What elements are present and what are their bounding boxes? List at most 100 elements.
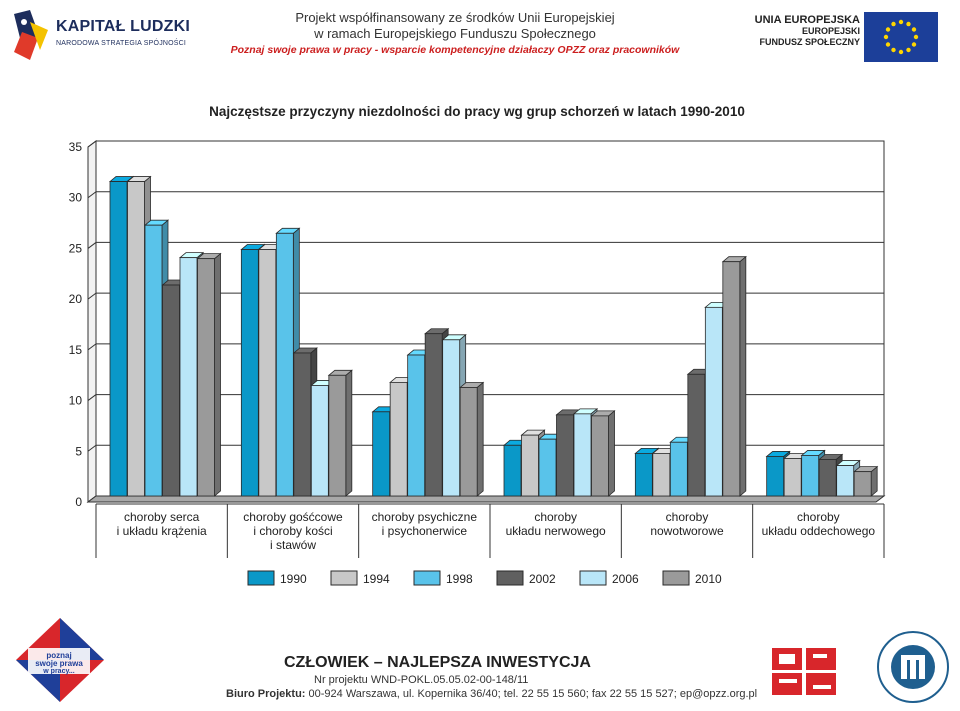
bar-2002 xyxy=(162,284,180,497)
kapital-ludzki-title: KAPITAŁ LUDZKI xyxy=(56,18,191,35)
footer-title: CZŁOWIEK – NAJLEPSZA INWESTYCJA xyxy=(284,654,591,671)
bar-chart: Najczęstsze przyczyny niezdolności do pr… xyxy=(69,104,886,586)
legend-label-2010: 2010 xyxy=(695,572,722,586)
bar-1998 xyxy=(669,441,688,497)
legend-label-1994: 1994 xyxy=(363,572,390,586)
eu-line-1: UNIA EUROPEJSKA xyxy=(754,14,860,26)
eu-star-icon xyxy=(913,34,919,40)
x-category-label: i choroby kości xyxy=(253,524,332,538)
bar-1998 xyxy=(538,438,557,497)
legend-label-2002: 2002 xyxy=(529,572,556,586)
footer-address: Biuro Projektu: 00-924 Warszawa, ul. Kop… xyxy=(226,688,757,700)
x-category-label: choroby xyxy=(797,510,840,524)
bar-1994 xyxy=(652,452,671,497)
y-tick-label: 10 xyxy=(69,394,83,408)
y-tick-label: 15 xyxy=(69,343,83,357)
bar-1990 xyxy=(240,249,259,497)
bar-2002 xyxy=(818,459,837,497)
bar-side-2010 xyxy=(214,252,221,497)
bar-1998 xyxy=(801,455,820,497)
bar-1998 xyxy=(275,232,294,497)
chart-title: Najczęstsze przyczyny niezdolności do pr… xyxy=(209,104,745,119)
bar-2010 xyxy=(722,261,741,497)
svg-text:swoje prawa: swoje prawa xyxy=(35,659,83,668)
eu-star-icon xyxy=(885,42,891,47)
x-category-label: choroby xyxy=(534,510,577,524)
gridline-side xyxy=(87,140,97,148)
eu-star-icon xyxy=(885,27,891,32)
eu-star-icon xyxy=(898,49,904,55)
gridline-side xyxy=(87,343,97,351)
bar-2010 xyxy=(591,415,609,497)
bar-2002 xyxy=(556,414,574,497)
opzz-logo xyxy=(772,648,836,695)
bar-1998 xyxy=(407,354,426,497)
eu-star-icon xyxy=(891,47,896,53)
legend-label-2006: 2006 xyxy=(612,572,639,586)
x-category-label: choroby serca xyxy=(124,510,200,524)
y-tick-label: 5 xyxy=(75,444,82,458)
eu-star-icon xyxy=(911,27,917,32)
legend-swatch-1998 xyxy=(413,570,441,586)
eu-star-icon xyxy=(906,47,911,53)
footer-address-label: Biuro Projektu: xyxy=(226,688,306,700)
bar-side-2010 xyxy=(476,381,484,497)
project-line-2: w ramach Europejskiego Funduszu Społeczn… xyxy=(314,26,596,41)
footer-project-number: Nr projektu WND-POKL.05.05.02-00-148/11 xyxy=(314,674,529,686)
plot-back-wall xyxy=(95,140,885,497)
bar-1994 xyxy=(783,458,802,497)
legend-swatch-2010 xyxy=(662,570,690,586)
plot-floor xyxy=(86,495,886,503)
header: KAPITAŁ LUDZKI NARODOWA STRATEGIA SPÓJNO… xyxy=(0,0,960,80)
footer: poznaj swoje prawa w pracy... CZŁOWIEK –… xyxy=(0,610,960,711)
pip-logo xyxy=(877,631,949,703)
bar-2006 xyxy=(573,413,592,497)
project-line-1: Projekt współfinansowany ze środków Unii… xyxy=(295,10,615,25)
eu-star-icon xyxy=(906,21,911,27)
footer-address-text: 00-924 Warszawa, ul. Kopernika 36/40; te… xyxy=(305,688,758,700)
poznaj-swoje-prawa-logo: poznaj swoje prawa w pracy... xyxy=(16,618,104,702)
gridline-side xyxy=(87,394,97,401)
bar-1990 xyxy=(372,411,391,497)
bar-1994 xyxy=(521,434,539,497)
svg-text:w pracy...: w pracy... xyxy=(42,668,74,675)
bar-1990 xyxy=(109,181,128,497)
bar-1994 xyxy=(127,181,145,497)
x-category-label: choroby xyxy=(666,510,709,524)
eu-star-icon xyxy=(898,19,904,25)
bar-side-2010 xyxy=(345,369,353,497)
svg-text:poznaj: poznaj xyxy=(46,651,71,660)
eu-line-2: EUROPEJSKI xyxy=(801,26,860,36)
bar-2006 xyxy=(442,339,461,497)
x-category-label: i układu krążenia xyxy=(117,524,207,538)
eu-text: UNIA EUROPEJSKA EUROPEJSKI FUNDUSZ SPOŁE… xyxy=(740,14,860,48)
x-category-label: nowotworowe xyxy=(650,524,724,538)
eu-line-3: FUNDUSZ SPOŁECZNY xyxy=(759,37,860,47)
y-tick-label: 25 xyxy=(69,241,83,255)
bar-2006 xyxy=(704,306,723,497)
bar-2002 xyxy=(424,333,443,497)
legend-swatch-2006 xyxy=(579,570,607,586)
legend-label-1990: 1990 xyxy=(280,572,307,586)
eu-star-icon xyxy=(891,21,896,27)
gridline-side xyxy=(87,191,97,199)
bar-2010 xyxy=(853,471,872,497)
eu-flag-icon xyxy=(864,12,938,62)
bar-1990 xyxy=(503,444,522,497)
bar-1998 xyxy=(144,224,163,497)
y-tick-label: 35 xyxy=(69,140,83,154)
bar-2010 xyxy=(197,258,215,497)
x-category-label: układu nerwowego xyxy=(506,524,606,538)
x-category-label: i stawów xyxy=(270,538,316,552)
bar-side-2010 xyxy=(608,410,615,497)
gridline-side xyxy=(87,444,97,452)
bar-2002 xyxy=(293,352,312,497)
y-tick-label: 0 xyxy=(75,495,82,509)
kapital-ludzki-subtitle: NARODOWA STRATEGIA SPÓJNOŚCI xyxy=(56,40,187,47)
bar-1994 xyxy=(258,249,277,497)
bar-2010 xyxy=(328,374,347,497)
bar-1994 xyxy=(389,381,408,497)
legend-label-1998: 1998 xyxy=(446,572,473,586)
eu-star-icon xyxy=(911,42,917,47)
x-category-label: układu oddechowego xyxy=(762,524,876,538)
